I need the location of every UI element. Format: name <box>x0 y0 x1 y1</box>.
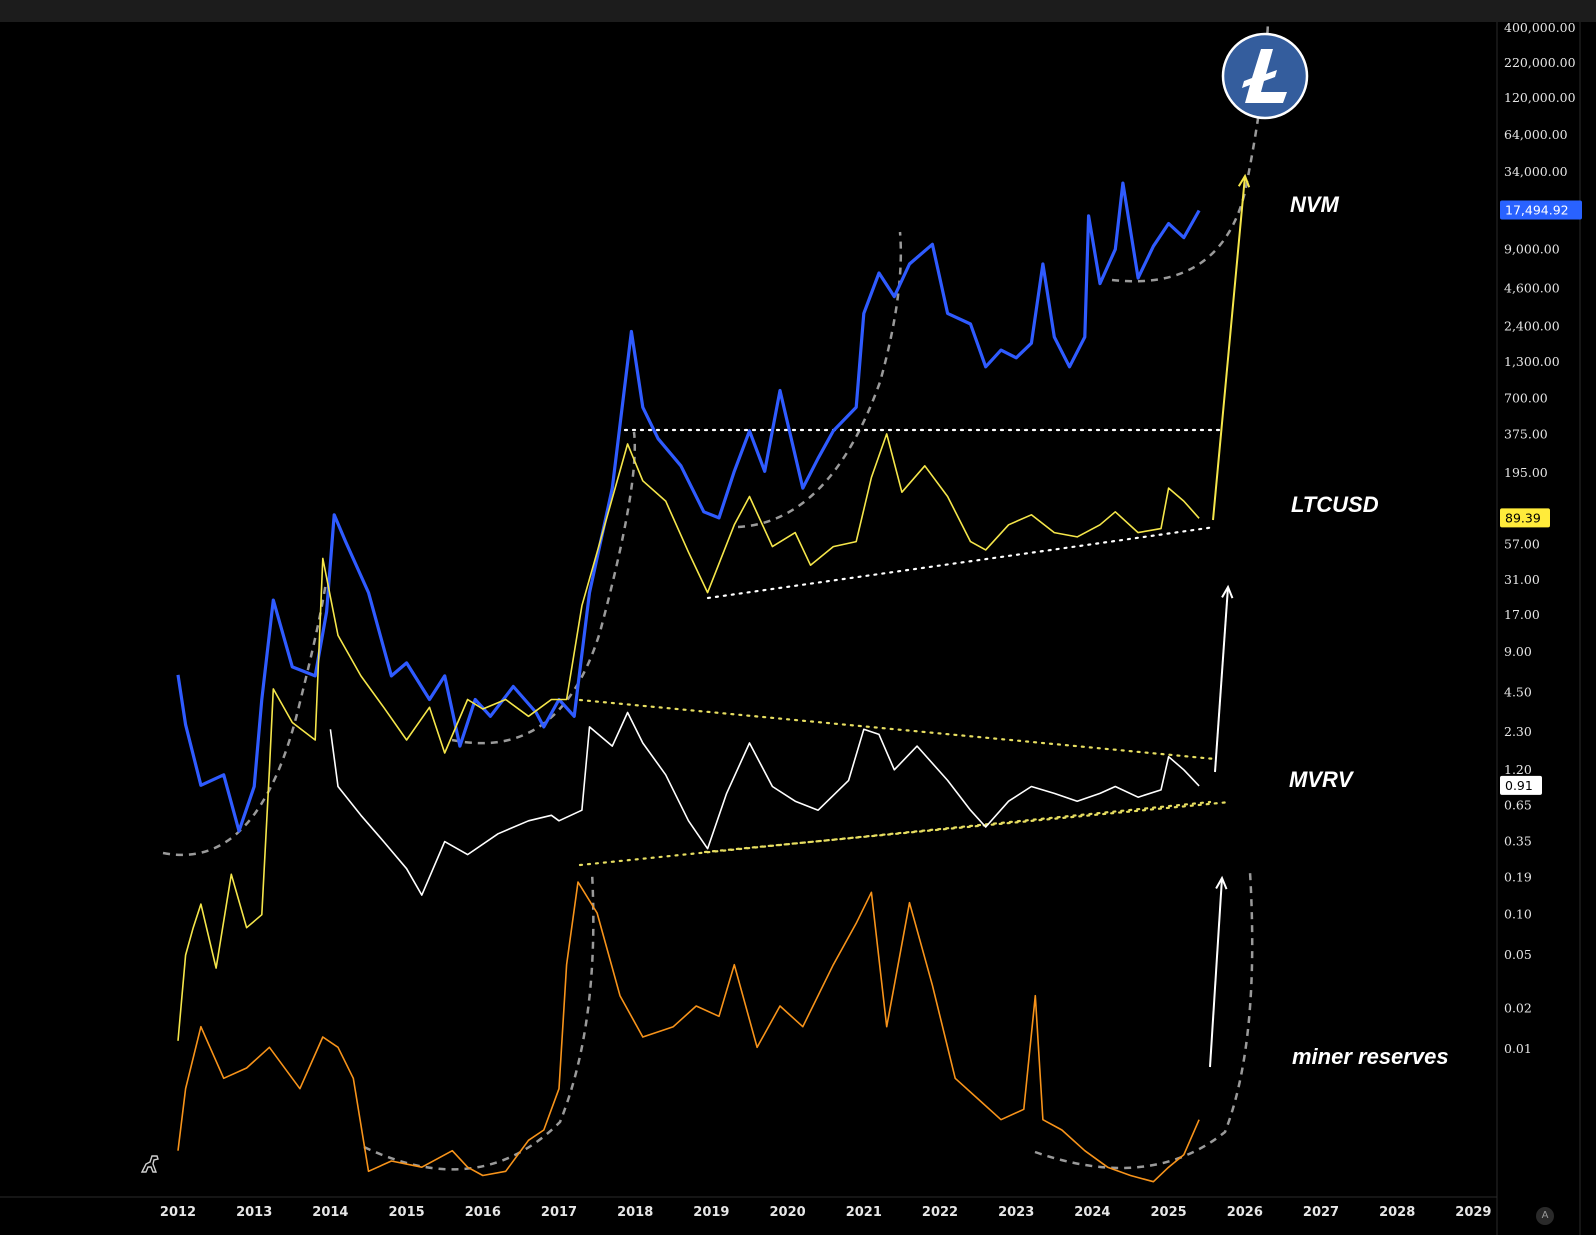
x-tick-label: 2019 <box>693 1205 729 1220</box>
ltc-target-arrow <box>1212 173 1251 521</box>
x-tick-label: 2023 <box>998 1205 1034 1220</box>
y-tick-label: 34,000.00 <box>1504 164 1568 179</box>
x-tick-label: 2021 <box>846 1205 882 1220</box>
y-tick-label: 4.50 <box>1504 685 1532 700</box>
y-tick-label: 1,300.00 <box>1504 354 1560 369</box>
y-tick-label: 64,000.00 <box>1504 127 1568 142</box>
miner-target-arrow <box>1209 875 1228 1068</box>
y-tick-label: 220,000.00 <box>1504 55 1576 70</box>
mvrv-upper-dotted-line <box>578 698 1217 761</box>
y-tick-label: 0.10 <box>1504 907 1532 922</box>
price-badge-value: 17,494.92 <box>1505 203 1569 218</box>
series-mvrv-line <box>329 711 1200 896</box>
y-tick-label: 400,000.00 <box>1504 22 1576 35</box>
price-badge-value: 0.91 <box>1505 778 1533 793</box>
x-tick-label: 2014 <box>312 1205 348 1220</box>
series-miner-reserves-line <box>177 881 1200 1183</box>
x-tick-label: 2020 <box>770 1205 806 1220</box>
label-miner-reserves: miner reserves <box>1292 1044 1449 1069</box>
y-tick-label: 0.05 <box>1504 947 1532 962</box>
y-tick-label: 0.01 <box>1504 1041 1532 1056</box>
y-tick-label: 9.00 <box>1504 644 1532 659</box>
series-nvm-line <box>176 181 1201 833</box>
label-ltcusd: LTCUSD <box>1291 492 1379 517</box>
x-tick-label: 2026 <box>1227 1205 1263 1220</box>
price-badge-value: 89.39 <box>1505 510 1541 525</box>
x-tick-label: 2016 <box>465 1205 501 1220</box>
y-tick-label: 1.20 <box>1504 762 1532 777</box>
y-tick-label: 4,600.00 <box>1504 280 1560 295</box>
label-mvrv: MVRV <box>1289 767 1355 792</box>
x-tick-label: 2017 <box>541 1205 577 1220</box>
y-tick-label: 120,000.00 <box>1504 90 1576 105</box>
label-nvm: NVM <box>1290 192 1340 217</box>
x-tick-label: 2012 <box>160 1205 196 1220</box>
ltc-support-dotted-line <box>706 525 1217 600</box>
series-ltcusd-line <box>177 433 1200 1041</box>
y-tick-label: 9,000.00 <box>1504 241 1560 256</box>
miner-top-dotted-line <box>578 800 1212 867</box>
x-tick-label: 2018 <box>617 1205 653 1220</box>
guide-curve-miner-2025 <box>1034 871 1254 1170</box>
y-tick-label: 57.00 <box>1504 537 1540 552</box>
time-axis[interactable]: 2012 2013 2014 2015 2016 2017 2018 2019 2020 2021… <box>160 1205 1492 1220</box>
x-tick-label: 2013 <box>236 1205 272 1220</box>
chart-canvas[interactable]: 400,000.00 220,000.00 120,000.00 64,000.00 3… <box>0 22 1596 1235</box>
mvrv-target-arrow <box>1214 584 1234 773</box>
x-tick-label: 2029 <box>1455 1205 1491 1220</box>
y-tick-label: 0.02 <box>1504 1001 1532 1016</box>
guide-curve-miner-2016 <box>363 871 595 1171</box>
y-tick-label: 375.00 <box>1504 427 1548 442</box>
guide-curve-2016 <box>451 431 637 745</box>
price-badge <box>1500 200 1582 220</box>
price-badges: 17,494.92 89.39 0.91 <box>1500 200 1582 795</box>
y-tick-label: 2,400.00 <box>1504 318 1560 333</box>
y-tick-label: 700.00 <box>1504 390 1548 405</box>
x-tick-label: 2028 <box>1379 1205 1415 1220</box>
y-tick-label: 2.30 <box>1504 724 1532 739</box>
y-tick-label: 17.00 <box>1504 607 1540 622</box>
y-tick-label: 0.35 <box>1504 834 1532 849</box>
price-badge <box>1500 775 1542 795</box>
x-tick-label: 2022 <box>922 1205 958 1220</box>
x-tick-label: 2015 <box>389 1205 425 1220</box>
x-tick-label: 2025 <box>1151 1205 1187 1220</box>
litecoin-logo <box>1221 32 1309 120</box>
series-layer <box>176 181 1201 1183</box>
y-tick-label: 31.00 <box>1504 572 1540 587</box>
y-tick-label: 0.19 <box>1504 869 1532 884</box>
x-tick-label: 2027 <box>1303 1205 1339 1220</box>
price-badge <box>1500 508 1550 528</box>
y-tick-label: 0.65 <box>1504 798 1532 813</box>
top-toolbar <box>0 0 1596 22</box>
auto-scale-button[interactable]: A <box>1536 1207 1554 1225</box>
x-tick-label: 2024 <box>1074 1205 1110 1220</box>
y-tick-label: 195.00 <box>1504 465 1548 480</box>
mvrv-lower-dotted-line <box>703 800 1232 854</box>
dino-icon <box>140 1155 159 1173</box>
price-axis[interactable]: 400,000.00 220,000.00 120,000.00 64,000.00 3… <box>1504 22 1576 1056</box>
